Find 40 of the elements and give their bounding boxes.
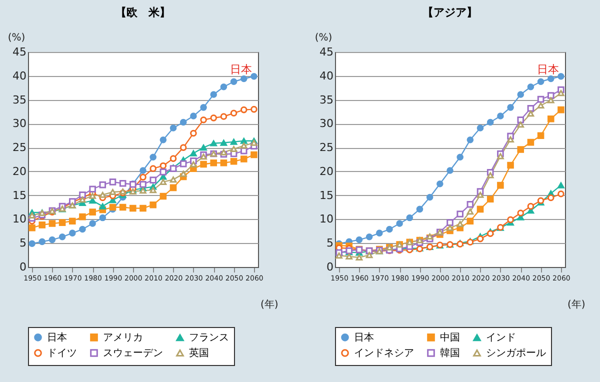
y-tick-label: 35: [320, 93, 334, 106]
y-tick-label: 25: [320, 141, 334, 154]
y-tick-label: 45: [12, 46, 26, 58]
y-tick-label: 0: [20, 260, 26, 274]
y-axis-title: (%): [8, 32, 26, 44]
y-tick-label: 30: [320, 117, 334, 130]
legend-label: 英国: [189, 347, 209, 359]
y-tick-label: 10: [12, 212, 26, 226]
annotation: 日本: [537, 63, 559, 76]
legend-label: ドイツ: [47, 348, 77, 359]
x-axis-title: (年): [568, 298, 586, 310]
y-tick-label: 15: [12, 188, 26, 202]
legend-label: 日本: [47, 331, 67, 344]
chart-title: 【欧 米】: [116, 6, 170, 19]
legend-label: 中国: [440, 331, 460, 344]
y-tick-label: 30: [12, 117, 26, 130]
annotation: 日本: [230, 63, 252, 76]
legend-label: 日本: [354, 331, 374, 344]
y-tick-label: 10: [320, 212, 334, 226]
legend-label: アメリカ: [103, 332, 143, 344]
chart-title: 【アジア】: [422, 6, 478, 19]
legend-label: スウェーデン: [103, 348, 163, 359]
legend-label: インドネシア: [354, 348, 414, 359]
legend-label: シンガポール: [486, 348, 546, 359]
y-tick-label: 40: [320, 69, 334, 82]
y-tick-label: 20: [12, 164, 26, 178]
y-tick-label: 40: [12, 69, 26, 82]
legend-label: 韓国: [440, 347, 460, 359]
y-tick-label: 0: [326, 260, 334, 274]
y-tick-label: 15: [320, 188, 334, 202]
y-tick-label: 45: [320, 46, 334, 58]
y-tick-label: 25: [12, 141, 26, 154]
legend-label: フランス: [189, 332, 229, 344]
y-tick-label: 35: [12, 93, 26, 106]
x-axis-title: (年): [260, 298, 278, 310]
legend-label: インド: [486, 332, 516, 344]
y-axis-title: (%): [314, 32, 332, 44]
y-tick-label: 5: [20, 236, 26, 250]
y-tick-label: 5: [326, 236, 334, 250]
y-tick-label: 20: [320, 164, 334, 178]
